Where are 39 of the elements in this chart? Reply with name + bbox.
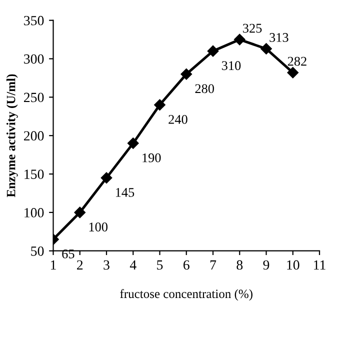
x-tick-label: 2 xyxy=(77,260,83,270)
x-tick-label: 1 xyxy=(51,260,56,270)
data-label: 100 xyxy=(89,222,108,232)
x-axis-title: fructose concentration (%) xyxy=(120,289,252,301)
data-label: 313 xyxy=(270,33,288,42)
point xyxy=(100,172,112,184)
y-tick-label: 250 xyxy=(24,92,44,102)
x-tick-label: 8 xyxy=(236,260,243,270)
point xyxy=(287,66,298,78)
point xyxy=(74,206,86,218)
point xyxy=(154,99,166,110)
y-tick-label: 150 xyxy=(24,170,44,179)
y-tick-label: 350 xyxy=(24,16,44,26)
x-tick-label: 11 xyxy=(314,260,326,270)
data-label: 280 xyxy=(195,84,214,94)
y-tick-label: 50 xyxy=(31,246,44,256)
point xyxy=(128,138,139,149)
x-tick-label: 9 xyxy=(263,260,270,270)
data-label: 65 xyxy=(62,249,74,258)
x-tick-label: 3 xyxy=(104,260,110,270)
x-tick-label: 4 xyxy=(130,260,136,270)
data-label: 145 xyxy=(116,188,134,197)
x-tick-label: 5 xyxy=(157,260,163,270)
point xyxy=(180,68,192,80)
data-label: 190 xyxy=(142,153,161,162)
y-tick-label: 200 xyxy=(24,131,44,141)
x-tick-label: 10 xyxy=(287,260,300,270)
point xyxy=(207,45,219,57)
y-axis-title: Enzyme activity (U/ml) xyxy=(6,74,18,198)
data-label: 282 xyxy=(288,56,306,66)
data-label: 325 xyxy=(243,24,262,33)
x-tick-label: 6 xyxy=(184,260,190,270)
data-label: 240 xyxy=(168,114,188,124)
x-tick-label: 7 xyxy=(210,260,216,270)
y-tick-label: 300 xyxy=(24,54,44,64)
point xyxy=(234,34,246,46)
point xyxy=(260,43,272,54)
y-tick-label: 100 xyxy=(24,208,44,218)
data-label: 310 xyxy=(222,61,241,70)
